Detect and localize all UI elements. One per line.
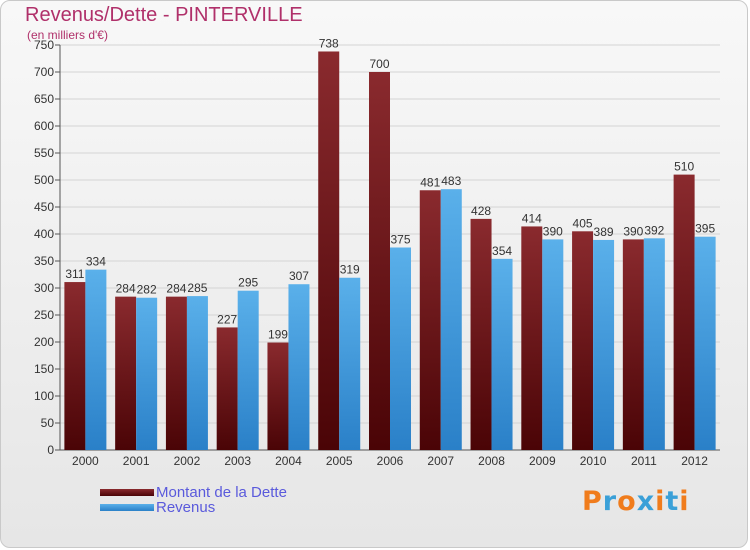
value-label-debt-2009: 414 — [522, 211, 542, 225]
bar-debt-2009 — [521, 226, 543, 450]
y-tick-label: 100 — [34, 389, 54, 403]
bar-debt-2008 — [470, 218, 492, 450]
bar-revenus-2003 — [237, 290, 259, 450]
value-label-debt-2003: 227 — [217, 312, 237, 326]
value-label-revenus-2007: 483 — [441, 174, 461, 188]
x-tick-label: 2007 — [427, 454, 454, 468]
bar-revenus-2000 — [85, 269, 107, 450]
legend-label-debt: Montant de la Dette — [156, 484, 287, 501]
value-label-debt-2000: 311 — [65, 267, 84, 281]
x-tick-label: 2011 — [631, 454, 657, 468]
value-label-revenus-2000: 334 — [86, 255, 106, 269]
value-label-revenus-2011: 392 — [644, 223, 664, 237]
x-axis: 2000 2001 2002 2003 2004 2005 2006 2007 2008 2009… — [72, 454, 708, 468]
x-tick-label: 2008 — [478, 454, 505, 468]
bar-debt-2001 — [115, 296, 137, 450]
x-tick-label: 2006 — [377, 454, 404, 468]
x-tick-label: 2012 — [681, 454, 708, 468]
x-tick-label: 2000 — [72, 454, 99, 468]
value-label-revenus-2006: 375 — [390, 233, 410, 247]
value-label-revenus-2003: 295 — [238, 276, 258, 290]
bar-debt-2011 — [622, 239, 644, 450]
logo-letter: o — [617, 486, 637, 517]
y-tick-label: 600 — [34, 119, 54, 133]
bar-revenus-2004 — [288, 284, 310, 450]
legend-swatch-debt — [100, 489, 154, 496]
bar-debt-2010 — [572, 231, 594, 450]
value-label-revenus-2005: 319 — [340, 263, 360, 277]
bar-debt-2012 — [673, 174, 695, 450]
bar-revenus-2008 — [491, 258, 513, 450]
y-tick-label: 250 — [34, 308, 54, 322]
y-tick-label: 350 — [34, 254, 54, 268]
value-label-debt-2006: 700 — [369, 57, 389, 71]
logo-letter: x — [636, 486, 656, 517]
y-tick-label: 150 — [34, 362, 54, 376]
x-tick-label: 2009 — [529, 454, 556, 468]
bar-debt-2007 — [419, 190, 441, 450]
y-tick-label: 500 — [34, 173, 54, 187]
value-label-revenus-2004: 307 — [289, 269, 309, 283]
x-tick-label: 2010 — [580, 454, 607, 468]
bar-debt-2003 — [216, 327, 238, 450]
bar-debt-2000 — [64, 282, 86, 450]
logo-letter: t — [665, 486, 680, 517]
bar-revenus-2006 — [390, 247, 411, 450]
value-label-debt-2004: 199 — [268, 328, 288, 342]
bar-revenus-2012 — [694, 236, 716, 450]
bar-debt-2004 — [267, 342, 289, 450]
bars — [64, 51, 716, 450]
legend-swatch-revenus — [100, 504, 154, 511]
value-label-debt-2007: 481 — [420, 175, 440, 189]
logo-letter: P — [582, 486, 603, 517]
proxiti-logo: Proxiti — [582, 486, 690, 517]
value-label-revenus-2012: 395 — [695, 222, 715, 236]
y-tick-label: 750 — [34, 38, 54, 52]
bar-revenus-2007 — [440, 189, 462, 450]
y-tick-label: 300 — [34, 281, 54, 295]
value-label-revenus-2008: 354 — [492, 244, 512, 258]
logo-letter: i — [679, 486, 690, 517]
y-tick-label: 50 — [41, 416, 55, 430]
y-tick-label: 200 — [34, 335, 54, 349]
x-tick-label: 2005 — [326, 454, 353, 468]
bar-debt-2005 — [318, 51, 340, 450]
value-label-revenus-2001: 282 — [137, 283, 157, 297]
value-label-debt-2011: 390 — [623, 224, 643, 238]
x-tick-label: 2003 — [224, 454, 251, 468]
y-tick-label: 0 — [47, 443, 54, 457]
chart-title: Revenus/Dette - PINTERVILLE — [25, 4, 303, 26]
x-tick-label: 2001 — [123, 454, 150, 468]
logo-letter: r — [602, 486, 618, 517]
value-label-debt-2005: 738 — [319, 36, 339, 50]
chart-subtitle: (en milliers d'€) — [27, 28, 108, 42]
y-tick-label: 550 — [34, 146, 54, 160]
value-label-debt-2002: 284 — [166, 282, 186, 296]
y-tick-label: 450 — [34, 200, 54, 214]
value-label-revenus-2010: 389 — [594, 225, 614, 239]
value-label-revenus-2009: 390 — [543, 224, 563, 238]
value-label-revenus-2002: 285 — [187, 281, 207, 295]
bar-revenus-2010 — [593, 239, 615, 450]
y-tick-label: 400 — [34, 227, 54, 241]
value-label-debt-2012: 510 — [674, 160, 694, 174]
y-tick-label: 650 — [34, 92, 54, 106]
bar-revenus-2001 — [136, 297, 158, 450]
value-label-debt-2001: 284 — [116, 282, 136, 296]
legend-label-revenus: Revenus — [156, 499, 216, 516]
value-label-debt-2010: 405 — [573, 216, 593, 230]
bar-revenus-2011 — [643, 238, 665, 450]
logo-letter: i — [655, 486, 666, 517]
bar-revenus-2002 — [186, 296, 208, 450]
bar-revenus-2005 — [339, 277, 361, 450]
x-tick-label: 2004 — [275, 454, 302, 468]
bar-debt-2002 — [165, 296, 187, 450]
bar-revenus-2009 — [542, 239, 564, 450]
value-label-debt-2008: 428 — [471, 204, 491, 218]
bar-debt-2006 — [369, 72, 390, 450]
x-tick-label: 2002 — [174, 454, 201, 468]
y-tick-label: 700 — [34, 65, 54, 79]
